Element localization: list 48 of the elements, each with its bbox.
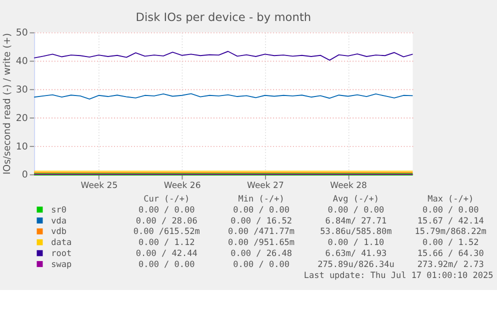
legend-label: data (51, 238, 72, 248)
text: 0.00 /471.77m (228, 227, 295, 238)
text: Avg (-/+) (332, 194, 379, 205)
text: 0.00 / 0.00 (233, 205, 290, 216)
text: Cur (-/+) (144, 194, 190, 205)
text: 0.00 / 0.00 (422, 205, 479, 216)
text: 15.79m/868.22m (414, 227, 486, 238)
text: Max (-/+) (428, 194, 474, 205)
legend-label: vda (51, 216, 66, 226)
text: 0.00 / 0.00 (328, 205, 384, 216)
y-tick-label: 10 (16, 141, 28, 152)
text: Min (-/+) (238, 194, 284, 205)
legend-label: vdb (51, 227, 66, 238)
text: 0.00 / 1.52 (422, 238, 479, 248)
chart-title: Disk IOs per device - by month (136, 10, 312, 24)
text: 0.00 /615.52m (133, 227, 200, 238)
legend-label: swap (51, 260, 72, 270)
text: 0.00 / 0.00 (138, 205, 195, 216)
line-series (34, 50, 414, 61)
text: 0.00 / 0.00 (233, 260, 290, 270)
text: 0.00 / 26.48 (230, 248, 292, 259)
text: 15.67 / 42.14 (417, 216, 484, 226)
legend-label: sr0 (51, 205, 66, 216)
text: 0.00 / 28.06 (136, 216, 198, 226)
y-tick-label: 30 (16, 84, 28, 96)
y-tick-label: 50 (16, 28, 28, 39)
text: 0.00 / 16.52 (230, 216, 292, 226)
x-tick-label: Week 27 (247, 181, 284, 192)
text: 0.00 / 1.10 (328, 238, 384, 248)
text: 273.92m/ 2.73 (417, 260, 484, 270)
y-tick-label: 20 (16, 112, 28, 124)
text: 0.00 / 42.44 (136, 248, 198, 259)
legend-label: root (51, 248, 72, 259)
text: 15.66 / 64.30 (417, 248, 484, 259)
text: 6.63m/ 41.93 (325, 248, 387, 259)
text: 0.00 / 1.12 (138, 238, 195, 248)
y-axis-title: IOs/second read (-) / write (+) (2, 33, 14, 175)
x-tick-label: Week 25 (80, 181, 118, 192)
text: 53.86u/585.80m (320, 227, 392, 238)
text: Last update: Thu Jul 17 01:00:10 2025 (304, 270, 494, 281)
text: 275.89u/826.34u (318, 260, 394, 270)
y-tick-label: 40 (16, 56, 28, 68)
text: 6.84m/ 27.71 (325, 216, 387, 226)
text: 0.00 / 0.00 (138, 260, 195, 270)
x-tick-label: Week 26 (164, 181, 201, 192)
y-tick-label: 0 (22, 170, 28, 181)
x-tick-label: Week 28 (330, 181, 367, 192)
text: 0.00 /951.65m (228, 238, 295, 248)
